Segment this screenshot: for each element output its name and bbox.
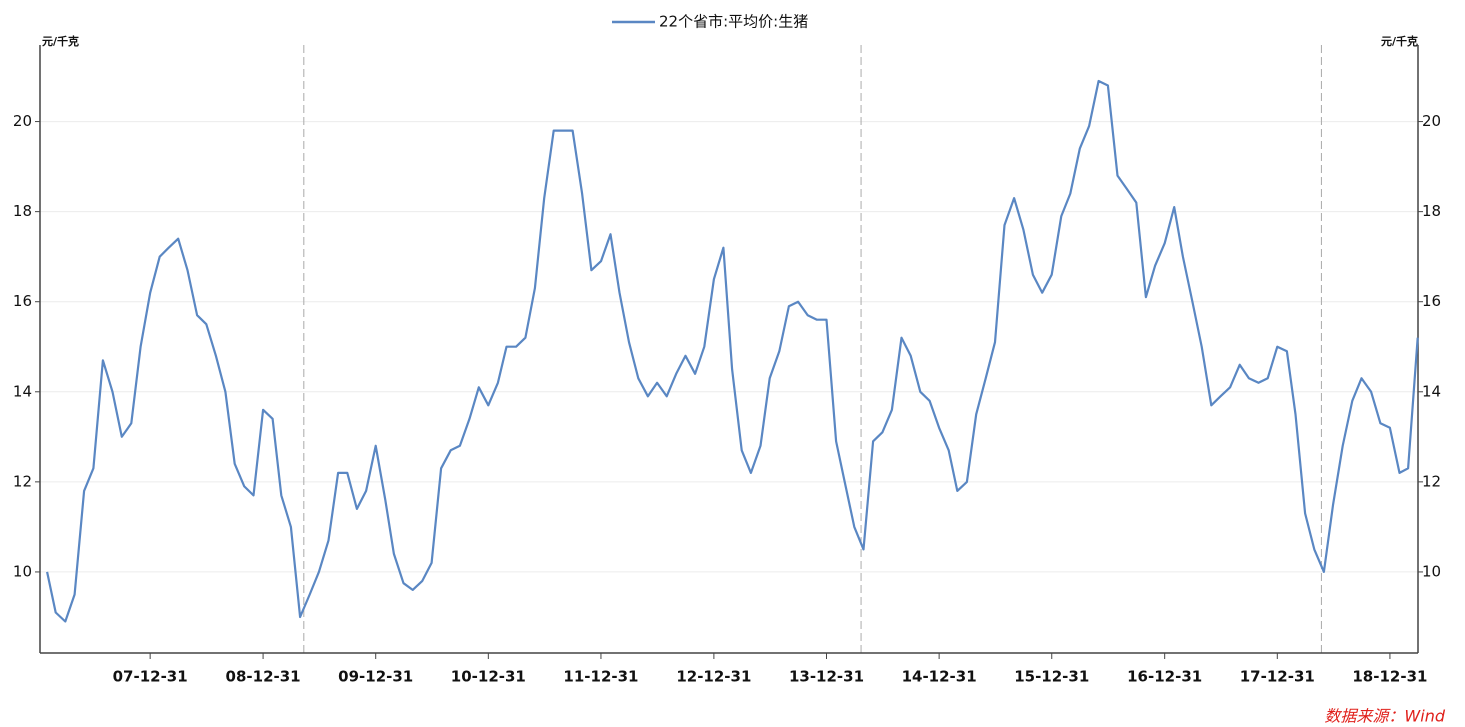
data-line xyxy=(46,79,1419,623)
y2-tick-label: 10 xyxy=(1422,562,1441,580)
y-tick-label: 18 xyxy=(13,202,32,220)
x-tick-label: 16-12-31 xyxy=(1127,668,1202,686)
x-tick-label: 17-12-31 xyxy=(1240,668,1315,686)
legend-label: 22个省市:平均价:生猪 xyxy=(659,13,808,31)
x-tick-label: 18-12-31 xyxy=(1352,668,1427,686)
y2-tick-label: 12 xyxy=(1422,472,1441,490)
y-tick-label: 20 xyxy=(13,112,32,130)
x-tick-label: 12-12-31 xyxy=(676,668,751,686)
x-tick-label: 15-12-31 xyxy=(1014,668,1089,686)
y-tick-label: 14 xyxy=(13,382,32,400)
y2-tick-label: 20 xyxy=(1422,112,1441,130)
source-note: 数据来源：Wind xyxy=(1324,707,1445,726)
y-tick-label: 10 xyxy=(13,562,32,580)
y-tick-label: 16 xyxy=(13,292,32,310)
y2-tick-label: 14 xyxy=(1422,382,1441,400)
y2-axis-label: 元/千克 xyxy=(1381,34,1418,48)
y-tick-label: 12 xyxy=(13,472,32,490)
x-tick-label: 10-12-31 xyxy=(451,668,526,686)
x-tick-label: 07-12-31 xyxy=(113,668,188,686)
x-tick-label: 11-12-31 xyxy=(563,668,638,686)
y2-tick-label: 18 xyxy=(1422,202,1441,220)
x-tick-label: 09-12-31 xyxy=(338,668,413,686)
y-axis-label: 元/千克 xyxy=(42,34,79,48)
x-tick-label: 08-12-31 xyxy=(226,668,301,686)
x-tick-label: 14-12-31 xyxy=(902,668,977,686)
y2-tick-label: 16 xyxy=(1422,292,1441,310)
x-tick-label: 13-12-31 xyxy=(789,668,864,686)
